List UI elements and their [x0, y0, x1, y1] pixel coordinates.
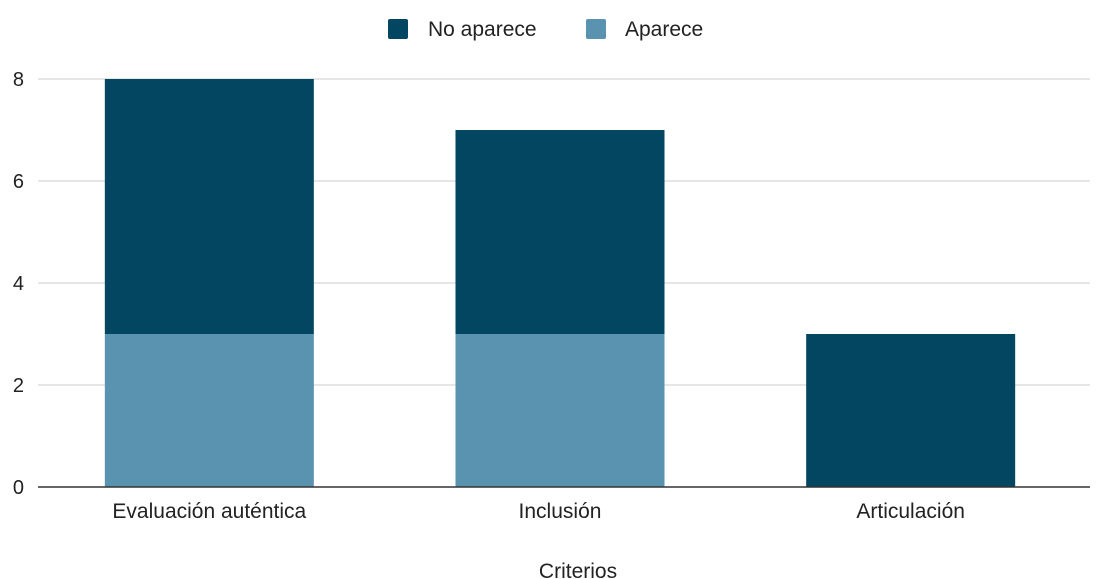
y-tick-label: 8: [13, 69, 24, 91]
bar-no-aparece: [455, 130, 665, 334]
legend-label-no-aparece: No aparece: [428, 18, 537, 41]
bar-aparece: [455, 334, 665, 487]
y-tick-label: 0: [13, 477, 24, 499]
y-tick-label: 4: [13, 273, 24, 295]
bars: [104, 79, 1016, 487]
chart-legend: No aparece Aparece: [388, 18, 703, 41]
legend-swatch-aparece: [586, 19, 606, 39]
legend-label-aparece: Aparece: [625, 18, 703, 41]
bar-no-aparece: [104, 79, 314, 334]
x-axis-category-labels: Evaluación auténtica Inclusión Articulació…: [112, 500, 965, 523]
x-axis-title: Criterios: [539, 560, 617, 579]
x-category-label: Articulación: [856, 500, 965, 523]
y-tick-label: 2: [13, 375, 24, 397]
y-axis-tick-labels: 0 2 4 6 8: [13, 69, 24, 499]
bar-no-aparece: [806, 334, 1016, 487]
legend-swatch-no-aparece: [388, 19, 408, 39]
x-category-label: Evaluación auténtica: [112, 500, 306, 523]
bar-aparece: [104, 334, 314, 487]
x-category-label: Inclusión: [519, 500, 602, 523]
y-tick-label: 6: [13, 171, 24, 193]
